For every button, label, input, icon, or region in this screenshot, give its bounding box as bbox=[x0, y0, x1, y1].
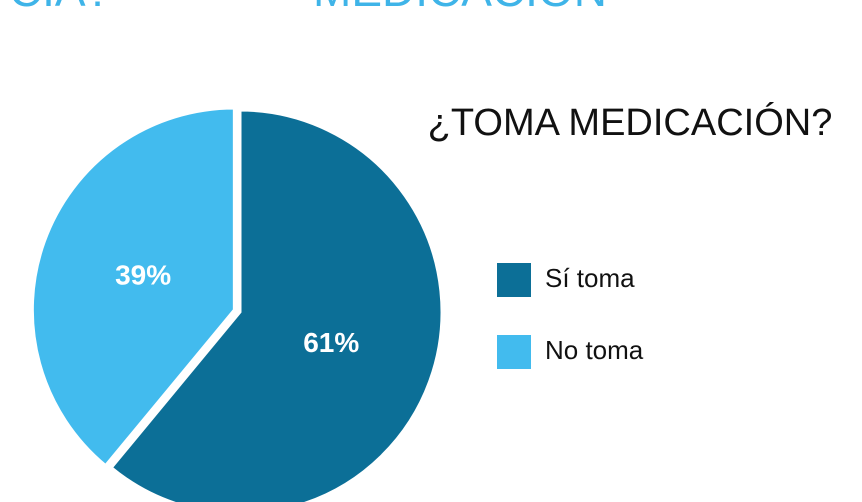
header-left: CIA? bbox=[9, 0, 111, 16]
data-label: 61% bbox=[303, 327, 359, 358]
legend-swatch bbox=[497, 335, 531, 369]
header-right: MEDICACIÓN bbox=[313, 0, 607, 16]
legend-swatch bbox=[497, 263, 531, 297]
legend-label: No toma bbox=[545, 335, 644, 365]
data-label: 39% bbox=[115, 260, 171, 291]
chart-title: ¿TOMA MEDICACIÓN? bbox=[428, 101, 833, 144]
legend-label: Sí toma bbox=[545, 263, 635, 293]
pie-slice bbox=[109, 108, 444, 502]
pie-slice bbox=[30, 106, 236, 468]
